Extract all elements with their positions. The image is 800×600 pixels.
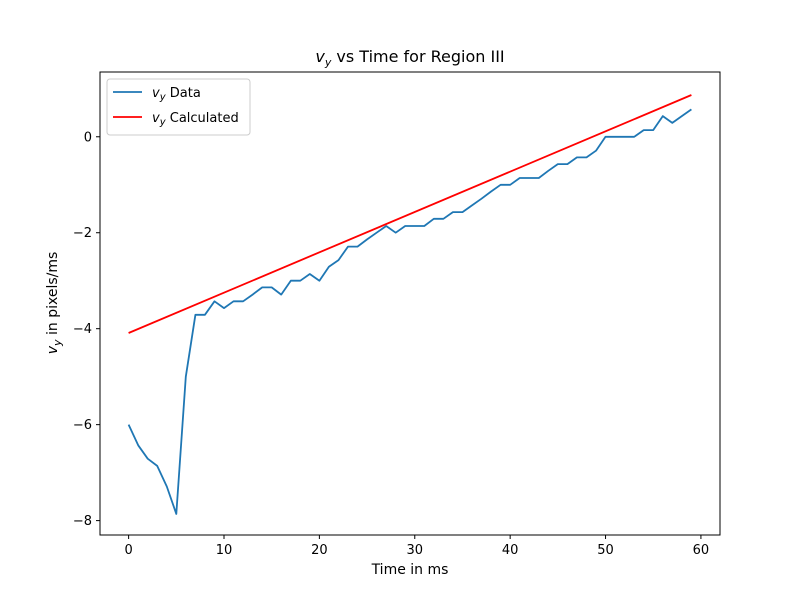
y-axis-label: vy in pixels/ms <box>45 252 64 355</box>
plot-lines <box>127 94 692 515</box>
chart-title: vy vs Time for Region III <box>315 47 504 69</box>
y-tick-label: −6 <box>73 418 92 433</box>
x-axis: 0 10 20 30 40 50 60 <box>124 535 709 558</box>
y-tick-label: −8 <box>73 514 92 529</box>
legend-label-calculated: vy Calculated <box>152 111 239 128</box>
x-tick-label: 50 <box>597 543 614 558</box>
x-tick-label: 10 <box>216 543 233 558</box>
x-tick-label: 30 <box>406 543 423 558</box>
y-axis: −8 −6 −4 −2 0 <box>73 130 100 529</box>
x-tick-label: 40 <box>502 543 519 558</box>
y-tick-label: −2 <box>73 226 92 241</box>
x-tick-label: 60 <box>693 543 710 558</box>
x-tick-label: 20 <box>311 543 328 558</box>
series-line-0 <box>127 108 692 515</box>
legend: vy Data vy Calculated <box>106 78 251 136</box>
y-tick-label: 0 <box>84 130 92 145</box>
legend-box <box>106 78 251 136</box>
plot-frame <box>99 71 721 536</box>
y-tick-label: −4 <box>73 322 92 337</box>
x-axis-label: Time in ms <box>371 562 449 578</box>
legend-label-data: vy Data <box>152 86 201 103</box>
x-tick-label: 0 <box>124 543 132 558</box>
series-line-1 <box>128 94 692 334</box>
